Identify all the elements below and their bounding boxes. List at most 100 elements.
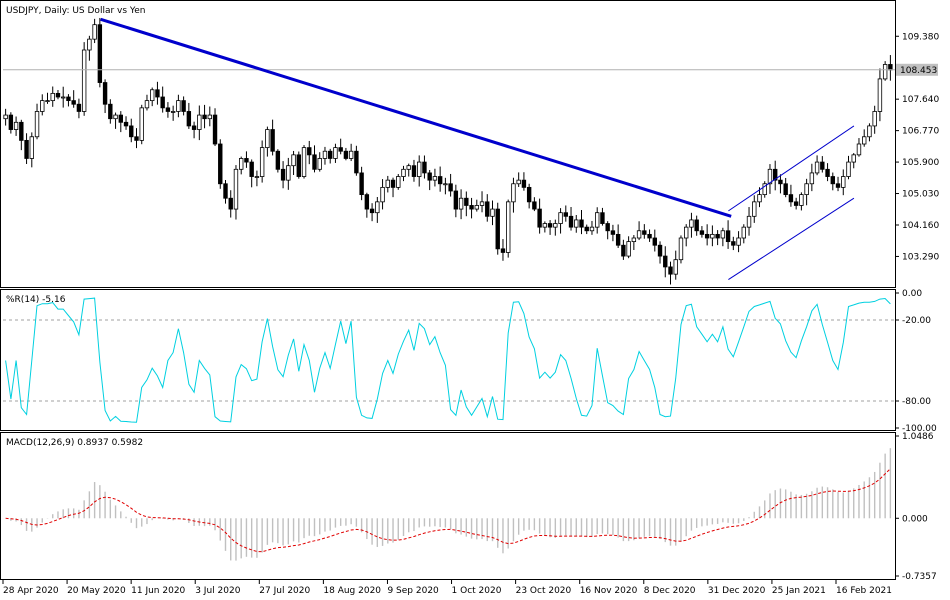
candle-body xyxy=(532,201,537,210)
candle-body xyxy=(24,139,29,159)
candle-body xyxy=(417,161,422,177)
candle-body xyxy=(108,103,113,120)
time-axis: 28 Apr 2020 20 May 2020 11 Jun 2020 3 Jul 2… xyxy=(2,580,892,596)
candle-body xyxy=(746,215,752,228)
candle-body xyxy=(197,114,202,130)
candle-body xyxy=(270,129,275,152)
candle-body xyxy=(563,212,568,217)
candle-body xyxy=(736,237,741,246)
candle-body xyxy=(757,194,762,203)
candle-body xyxy=(820,161,825,170)
trendline xyxy=(100,17,732,218)
candle-body xyxy=(176,100,181,112)
price-tick-label: 107.640 xyxy=(902,95,939,105)
candle-body xyxy=(752,201,757,217)
candle-body xyxy=(312,154,317,170)
candle-body xyxy=(202,114,207,120)
candle-body xyxy=(731,241,736,246)
candle-body xyxy=(92,24,97,40)
candle-body xyxy=(406,165,411,170)
candle-body xyxy=(437,176,443,185)
candle-body xyxy=(181,100,186,112)
time-tick-label: 1 Oct 2020 xyxy=(452,586,502,596)
candle-body xyxy=(689,219,694,228)
candle-body xyxy=(129,125,134,138)
candle-body xyxy=(8,114,14,130)
candle-body xyxy=(652,237,657,246)
candle-body xyxy=(830,176,835,185)
candle-body xyxy=(521,179,527,188)
candle-body xyxy=(150,89,155,102)
candle-body xyxy=(286,165,291,181)
candle-body xyxy=(720,230,726,239)
candle-body xyxy=(76,103,82,112)
candle-body xyxy=(113,114,118,120)
candle-body xyxy=(699,230,705,235)
macd-tick-label: 0.000 xyxy=(902,514,928,524)
candle-body xyxy=(579,219,584,228)
candle-body xyxy=(846,161,851,177)
candle-body xyxy=(762,183,767,196)
candle-body xyxy=(684,226,689,239)
time-tick-label: 31 Dec 2020 xyxy=(708,586,766,596)
candle-body xyxy=(767,168,773,185)
williams-tick-label: -20.00 xyxy=(902,316,931,326)
candle-body xyxy=(134,136,139,141)
candle-body xyxy=(55,92,61,98)
candle-body xyxy=(348,150,354,159)
candle-body xyxy=(495,208,500,250)
candle-body xyxy=(118,114,123,123)
candle-body xyxy=(574,219,579,228)
candle-body xyxy=(343,150,349,159)
candle-body xyxy=(851,154,856,163)
candle-body xyxy=(526,186,532,203)
candle-body xyxy=(704,233,710,239)
candle-body xyxy=(422,161,427,174)
williams-line xyxy=(5,297,891,423)
candle-body xyxy=(50,92,55,102)
time-tick-label: 25 Jan 2021 xyxy=(772,586,826,596)
candle-body xyxy=(663,255,668,268)
williams-axis: 0.00 -20.00 -80.00 -100.00 xyxy=(895,289,937,434)
candle-body xyxy=(359,172,364,196)
candle-body xyxy=(490,208,495,217)
candle-body xyxy=(390,179,396,188)
price-tick-label: 103.290 xyxy=(902,252,939,262)
time-tick-label: 27 Jul 2020 xyxy=(259,586,310,596)
candle-body xyxy=(338,147,343,152)
price-pane xyxy=(0,0,896,288)
candle-body xyxy=(799,194,804,206)
candle-body xyxy=(542,223,548,228)
candle-body xyxy=(595,212,600,228)
candle-body xyxy=(448,183,453,192)
candle-body xyxy=(788,194,794,203)
candle-body xyxy=(867,125,872,138)
candle-body xyxy=(280,168,286,181)
candle-body xyxy=(160,96,165,109)
candle-body xyxy=(265,129,270,149)
candle-body xyxy=(244,158,249,163)
candle-body xyxy=(170,111,176,113)
candle-body xyxy=(778,179,783,185)
time-tick-label: 18 Aug 2020 xyxy=(323,586,381,596)
candle-body xyxy=(615,233,621,246)
candle-body xyxy=(249,161,254,177)
price-layer xyxy=(3,17,895,285)
candle-body xyxy=(479,201,485,206)
time-tick-label: 11 Jun 2020 xyxy=(131,586,185,596)
candle-body xyxy=(123,121,129,127)
candle-body xyxy=(589,226,595,232)
candle-body xyxy=(568,215,574,228)
candle-body xyxy=(191,125,197,130)
candle-body xyxy=(715,233,720,239)
candle-body xyxy=(710,233,715,239)
candle-body xyxy=(411,165,417,177)
candle-body xyxy=(553,223,558,228)
trendline xyxy=(728,197,855,280)
candle-body xyxy=(29,136,34,159)
candle-body xyxy=(678,237,684,261)
candle-body xyxy=(66,96,71,102)
candle-body xyxy=(453,190,459,210)
time-tick-label: 20 May 2020 xyxy=(67,586,126,596)
